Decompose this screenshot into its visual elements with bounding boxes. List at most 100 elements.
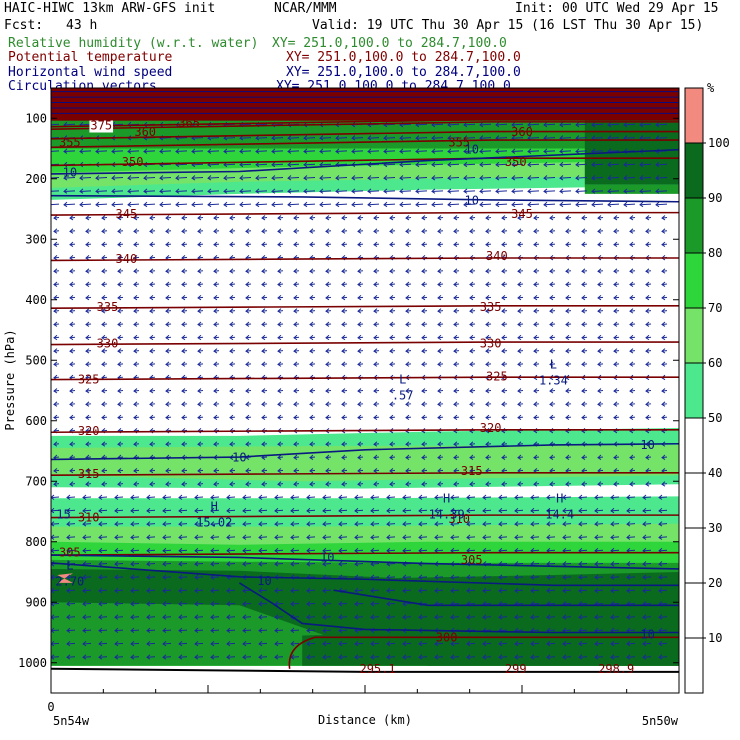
wind-vector-head	[261, 215, 266, 221]
wind-vector-head	[207, 148, 212, 154]
wind-vector-head	[575, 188, 580, 194]
wind-vector-head	[447, 148, 452, 154]
wind-vector	[354, 509, 364, 512]
wind-vector-head	[290, 494, 295, 500]
wind-vector-head	[117, 215, 122, 221]
wind-vector-head	[402, 534, 407, 540]
wind-vector-head	[66, 601, 71, 607]
wind-vector-head	[479, 161, 484, 168]
wind-vector	[431, 150, 444, 153]
wind-vector-head	[434, 574, 439, 580]
wind-vector-head	[226, 627, 231, 634]
wind-vector-head	[277, 388, 282, 394]
wind-vector-head	[453, 481, 458, 487]
wind-vector	[82, 523, 92, 525]
wind-vector-head	[306, 494, 311, 500]
wind-vector-head	[197, 215, 202, 221]
wind-vector-head	[418, 587, 423, 594]
wind-vector	[402, 536, 412, 539]
wind-vector-head	[447, 201, 452, 208]
wind-vector-head	[322, 641, 327, 647]
wind-vector-head	[149, 281, 154, 287]
wind-vector	[658, 509, 668, 512]
wind-vector-head	[453, 334, 458, 341]
wind-vector	[642, 642, 652, 645]
wind-vector-head	[85, 228, 90, 234]
wind-vector-head	[466, 654, 471, 660]
wind-vector	[306, 642, 316, 645]
wind-vector	[562, 642, 572, 645]
wind-vector-head	[645, 454, 650, 460]
wind-vector-head	[261, 467, 266, 474]
extremum-value: 14.39	[429, 508, 465, 522]
wind-vector-head	[533, 334, 538, 341]
wind-vector	[114, 642, 124, 645]
wind-vector-head	[130, 521, 135, 527]
wind-vector-head	[466, 534, 471, 540]
wind-vector-head	[181, 294, 186, 301]
wind-vector-head	[213, 228, 218, 234]
wind-vector	[258, 496, 268, 499]
wind-vector-head	[562, 494, 567, 500]
wind-vector-head	[629, 454, 634, 460]
wind-vector-head	[517, 401, 522, 407]
wind-vector-head	[389, 334, 394, 341]
forecast-label: Fcst:	[4, 18, 44, 33]
wind-vector	[559, 150, 572, 153]
colorbar-label: 20	[708, 576, 722, 590]
wind-vector	[463, 177, 476, 179]
wind-vector-head	[639, 201, 644, 208]
wind-vector	[642, 602, 652, 605]
colorbar-swatch	[685, 143, 703, 198]
wind-vector-head	[261, 414, 266, 421]
wind-vector-head	[69, 294, 74, 301]
wind-vector-head	[357, 401, 362, 407]
wind-vector-head	[261, 294, 266, 301]
wind-vector	[338, 656, 348, 658]
wind-vector-head	[533, 401, 538, 407]
wind-vector-head	[482, 641, 487, 647]
wind-vector-head	[53, 467, 58, 474]
wind-vector-head	[629, 361, 634, 367]
wind-vector-head	[181, 348, 186, 354]
wind-vector-head	[181, 481, 186, 487]
wind-vector	[194, 602, 204, 605]
wind-vector	[367, 203, 380, 206]
wind-vector-head	[51, 627, 55, 634]
wind-vector-head	[322, 561, 327, 567]
wind-vector-head	[226, 601, 231, 607]
wind-vector-head	[258, 534, 263, 540]
wind-vector-head	[351, 148, 356, 154]
wind-vector-head	[389, 228, 394, 234]
wind-vector-head	[514, 507, 519, 514]
wind-vector	[271, 190, 284, 192]
wind-vector	[546, 536, 556, 539]
wind-vector-head	[303, 201, 308, 208]
wind-vector-head	[245, 321, 250, 327]
wind-vector-head	[485, 294, 490, 301]
wind-vector-head	[162, 561, 167, 567]
wind-vector-head	[565, 215, 570, 221]
wind-vector-head	[549, 268, 554, 274]
colorbar-label: 30	[708, 521, 722, 535]
wind-vector	[402, 576, 412, 578]
wind-vector	[495, 203, 508, 206]
wind-vector-head	[357, 268, 362, 274]
wind-vector-head	[501, 481, 506, 487]
wind-vector-head	[527, 161, 532, 168]
wind-vector-head	[405, 467, 410, 474]
wind-vector-head	[127, 148, 132, 154]
wind-vector-head	[469, 294, 474, 301]
wind-vector-head	[434, 494, 439, 500]
wind-vector	[51, 177, 60, 179]
wind-vector	[543, 137, 556, 139]
wind-vector-head	[383, 148, 388, 154]
wind-vector	[130, 563, 140, 565]
wind-vector-head	[434, 654, 439, 660]
wind-vector-head	[178, 587, 183, 594]
wind-vector	[658, 629, 668, 632]
wind-vector	[258, 602, 268, 605]
wind-vector	[466, 549, 476, 552]
wind-vector-head	[562, 521, 567, 527]
